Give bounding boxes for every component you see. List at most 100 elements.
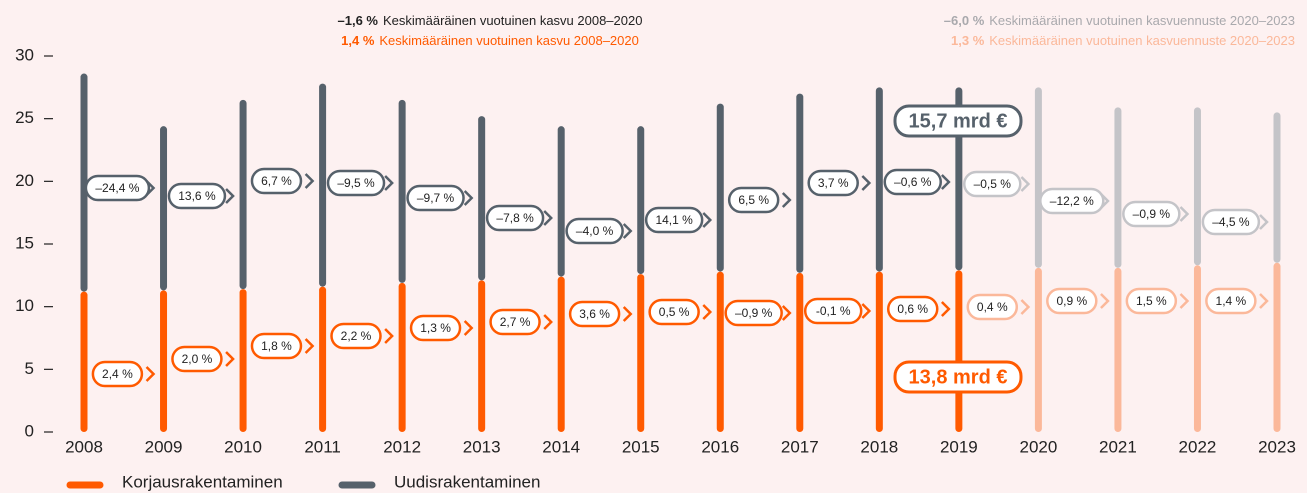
x-tick-label: 2008 <box>65 437 103 456</box>
chevron <box>702 212 713 228</box>
bar-segment <box>796 93 804 273</box>
bar-segment <box>80 291 88 432</box>
growth-pill <box>648 298 700 326</box>
chevron <box>781 305 792 321</box>
chevron <box>1100 193 1110 209</box>
x-tick-label: 2016 <box>701 437 739 456</box>
y-tick-label: 30 <box>15 45 34 64</box>
legend-label: Uudisrakentaminen <box>394 472 540 491</box>
bar-segment <box>1193 265 1201 432</box>
growth-pill <box>886 295 939 323</box>
growth-pill <box>1125 287 1178 315</box>
growth-pill <box>1205 287 1257 315</box>
growth-pill <box>565 217 624 245</box>
chevron <box>861 175 872 191</box>
header-line: 1,4 % Keskimääräinen vuotuinen kasvu 2008… <box>341 33 639 48</box>
growth-label: –0,5 % <box>974 177 1012 191</box>
growth-label: 1,8 % <box>261 339 292 353</box>
header-text: Keskimääräinen vuotuinen kasvu 2008–2020 <box>379 33 638 48</box>
growth-label: 3,6 % <box>579 307 610 321</box>
chevron <box>145 180 156 196</box>
bar-segment <box>80 73 88 292</box>
growth-label: 2,0 % <box>182 352 213 366</box>
annotation: 15,7 mrd € <box>909 110 1008 132</box>
y-tick-label: 5 <box>25 359 34 378</box>
bar-segment <box>160 126 168 291</box>
header-line: 1,3 % Keskimääräinen vuotuinen kasvuennus… <box>951 33 1295 48</box>
x-tick-label: 2017 <box>781 437 819 456</box>
growth-pill <box>1122 200 1181 228</box>
growth-label: –24,4 % <box>95 181 139 195</box>
header-text: Keskimääräinen vuotuinen kasvu 2008–2020 <box>383 13 642 28</box>
growth-pill <box>485 204 545 232</box>
chevron <box>463 190 474 206</box>
growth-label: 0,4 % <box>977 300 1008 314</box>
growth-label: 0,5 % <box>659 305 690 319</box>
growth-pill <box>803 297 863 325</box>
chevron <box>1020 299 1031 315</box>
growth-label: –9,7 % <box>417 191 455 205</box>
header-line: –1,6 % Keskimääräinen vuotuinen kasvu 200… <box>338 13 643 28</box>
chevron <box>1179 206 1190 222</box>
x-tick-label: 2021 <box>1099 437 1137 456</box>
bar-segment <box>1114 107 1122 268</box>
growth-label: 1,5 % <box>1136 294 1167 308</box>
chevron <box>463 320 474 336</box>
growth-label: –7,8 % <box>496 211 534 225</box>
annotation: 13,8 mrd € <box>909 366 1008 388</box>
y-tick-label: 10 <box>15 296 34 315</box>
x-tick-label: 2009 <box>145 437 183 456</box>
bar-segment <box>796 272 804 432</box>
x-tick-label: 2010 <box>224 437 262 456</box>
chevron <box>1020 176 1031 192</box>
chevron <box>1259 214 1269 230</box>
chevron <box>225 188 235 204</box>
bar-segment <box>875 271 883 432</box>
y-tick-label: 0 <box>25 421 34 440</box>
bar-segment <box>478 280 486 432</box>
bar-segment <box>875 87 883 272</box>
y-tick-label: 20 <box>15 171 34 190</box>
bar-segment <box>557 276 565 432</box>
growth-label: 6,5 % <box>738 193 769 207</box>
growth-label: 1,4 % <box>1216 294 1247 308</box>
growth-pill <box>1046 287 1098 315</box>
growth-pill <box>330 322 382 350</box>
annotation-box <box>893 104 1023 138</box>
chevron <box>1179 293 1190 309</box>
legend-label: Korjausrakentaminen <box>122 472 283 491</box>
bar-segment <box>955 270 963 432</box>
bar-segment <box>1273 112 1281 263</box>
header-bold: 1,3 % <box>951 33 985 48</box>
growth-pill <box>167 182 227 210</box>
growth-label: 1,3 % <box>420 321 451 335</box>
chevron <box>940 174 951 190</box>
header-text: Keskimääräinen vuotuinen kasvuennuste 20… <box>989 33 1295 48</box>
bar-segment <box>1034 267 1042 432</box>
bar-segment <box>398 99 406 283</box>
bar-segment <box>319 286 327 432</box>
x-tick-label: 2018 <box>860 437 898 456</box>
bar-segment <box>1193 107 1201 266</box>
growth-label: –0,9 % <box>1133 207 1171 221</box>
bar-segment <box>637 274 645 432</box>
y-tick-label: 25 <box>15 108 34 127</box>
y-tick-label: 15 <box>15 233 34 252</box>
bar-segment <box>716 271 724 432</box>
growth-label: –4,5 % <box>1212 215 1250 229</box>
growth-pill <box>727 186 780 214</box>
growth-pill <box>171 345 223 373</box>
bar-segment <box>478 116 486 281</box>
growth-label: –0,9 % <box>735 306 773 320</box>
growth-label: 2,2 % <box>341 329 372 343</box>
chevron <box>543 210 553 226</box>
growth-pill <box>250 167 303 195</box>
bar-segment <box>1034 87 1042 268</box>
growth-pill <box>409 314 462 342</box>
header-line: –6,0 % Keskimääräinen vuotuinen kasvuennu… <box>944 13 1295 28</box>
chevron <box>622 306 633 322</box>
chevron <box>702 304 713 320</box>
chevron <box>1259 293 1269 309</box>
growth-label: –9,5 % <box>337 176 375 190</box>
